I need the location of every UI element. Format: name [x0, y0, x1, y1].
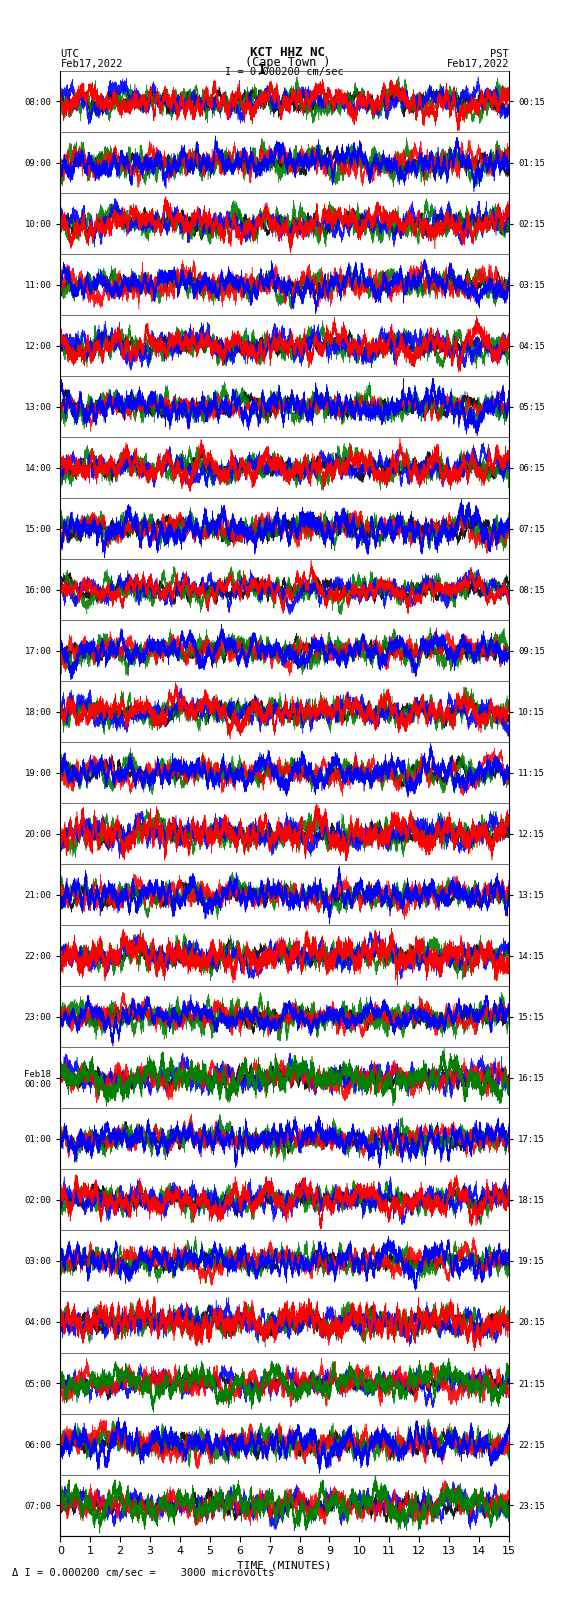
Text: Feb17,2022: Feb17,2022 [446, 58, 509, 69]
Text: UTC: UTC [60, 48, 79, 58]
X-axis label: TIME (MINUTES): TIME (MINUTES) [237, 1560, 332, 1569]
Text: PST: PST [490, 48, 509, 58]
Text: I: I [258, 63, 266, 77]
Text: (Cape Town ): (Cape Town ) [245, 55, 330, 69]
Text: I = 0.000200 cm/sec: I = 0.000200 cm/sec [225, 66, 344, 77]
Text: KCT HHZ NC: KCT HHZ NC [250, 45, 325, 58]
Text: Feb17,2022: Feb17,2022 [60, 58, 123, 69]
Text: Δ I = 0.000200 cm/sec =    3000 microvolts: Δ I = 0.000200 cm/sec = 3000 microvolts [12, 1568, 274, 1578]
